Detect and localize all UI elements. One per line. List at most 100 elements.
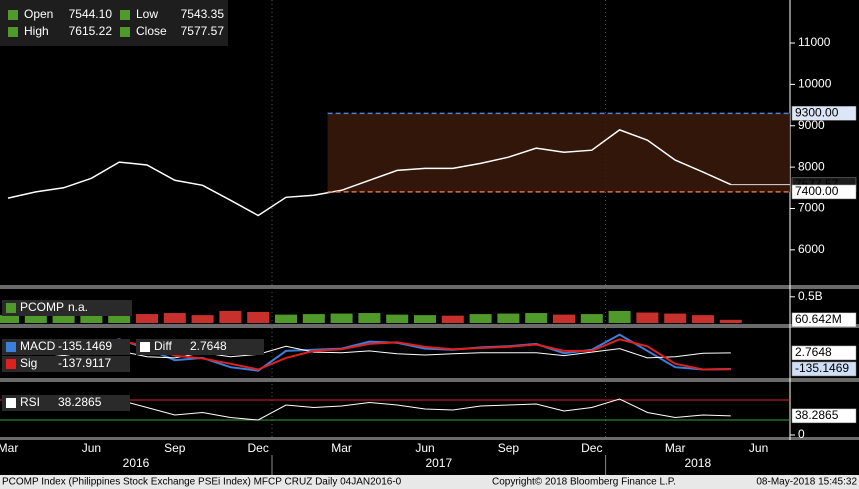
legend-name: MACD: [20, 339, 56, 353]
volume-bar: [163, 313, 186, 323]
value-tag: [791, 345, 857, 361]
y-tick-label: 0: [798, 427, 805, 441]
year-label: 2018: [684, 456, 711, 470]
volume-bar: [247, 312, 270, 323]
quote-swatch: [120, 10, 130, 20]
volume-bar: [664, 313, 687, 323]
x-tick-label: Jun: [749, 441, 768, 455]
volume-bar: [24, 313, 47, 323]
footer-left: PCOMP Index (Philippines Stock Exchange …: [2, 477, 402, 488]
volume-bar: [497, 313, 520, 323]
volume-bar: [330, 313, 353, 323]
x-tick-label: Dec: [581, 441, 602, 455]
volume-bar: [136, 314, 158, 323]
quote-value: 7544.10: [69, 7, 113, 21]
legend-status: n.a.: [68, 300, 88, 314]
quote-swatch: [120, 27, 130, 37]
volume-bar: [692, 315, 714, 323]
legend-bg: [2, 300, 132, 316]
value-tag: [791, 361, 857, 377]
legend-value: 38.2865: [58, 395, 102, 409]
value-tag: [791, 106, 857, 121]
legend-swatch: [6, 398, 16, 408]
volume-bar: [553, 314, 575, 323]
legend-bg: [2, 395, 130, 411]
legend-value: -135.1469: [58, 339, 112, 353]
volume-bar: [0, 315, 19, 323]
legend-name: Sig: [20, 356, 37, 370]
legend-swatch: [6, 303, 16, 313]
separator: [0, 324, 859, 328]
value-tag: [791, 312, 857, 328]
quote-label: Open: [24, 7, 53, 21]
separator: [0, 437, 859, 440]
quote-value: 7577.57: [181, 24, 225, 38]
y-tick-label: 10000: [798, 77, 832, 91]
y-tick-label: 7000: [798, 201, 825, 215]
legend-value: -137.9117: [58, 356, 111, 370]
legend-name: PCOMP: [20, 300, 64, 314]
y-tick-label: 9000: [798, 118, 825, 132]
x-tick-label: Dec: [248, 441, 269, 455]
volume-bar: [414, 315, 436, 323]
volume-bar: [469, 314, 492, 323]
volume-bar: [80, 312, 103, 323]
value-tag-label: 7400.00: [795, 184, 839, 198]
volume-bar: [525, 313, 548, 323]
value-tag-label: 38.2865: [795, 408, 839, 422]
quote-swatch: [8, 10, 18, 20]
value-tag: [791, 184, 857, 200]
volume-bar: [275, 314, 297, 323]
legend-bg: [136, 339, 264, 355]
x-tick-label: Sep: [498, 441, 520, 455]
footer-right: 08-May-2018 15:45:32: [756, 477, 857, 488]
legend-name: RSI: [20, 395, 40, 409]
value-tag-label: 9300.00: [795, 106, 839, 120]
quote-label: Close: [136, 24, 167, 38]
y-tick-label: 11000: [798, 35, 831, 49]
x-tick-label: Mar: [331, 441, 352, 455]
volume-bar: [302, 314, 325, 323]
footer-bar: [0, 475, 859, 489]
value-tag: [791, 408, 857, 424]
year-label: 2016: [123, 456, 150, 470]
volume-bar: [608, 310, 631, 323]
volume-bar: [719, 319, 742, 323]
x-tick-label: Jun: [415, 441, 434, 455]
volume-bar: [219, 310, 242, 323]
price-line: [7, 129, 732, 217]
x-tick-label: Jun: [82, 441, 101, 455]
value-tag-label: -135.1469: [795, 361, 849, 375]
legend-bg: [2, 356, 130, 372]
legend-bg: [2, 339, 130, 355]
volume-bar: [636, 312, 659, 323]
separator: [0, 378, 859, 382]
volume-bar: [580, 314, 603, 323]
x-tick-label: Mar: [665, 441, 686, 455]
y-tick-label: 0.5B: [798, 289, 823, 303]
separator: [0, 285, 859, 289]
quote-box: [0, 0, 228, 46]
volume-bar: [386, 314, 409, 323]
quote-label: Low: [136, 7, 158, 21]
volume-bar: [52, 315, 75, 323]
legend-swatch: [140, 342, 150, 352]
footer-center: Copyright© 2018 Bloomberg Finance L.P.: [492, 477, 676, 488]
legend-swatch: [6, 342, 16, 352]
volume-bar: [358, 313, 381, 323]
volume-bar: [441, 315, 464, 323]
quote-swatch: [8, 27, 18, 37]
quote-value: 7615.22: [69, 24, 113, 38]
year-label: 2017: [425, 456, 452, 470]
value-tag-label: 2.7648: [795, 345, 832, 359]
value-tag-label: 60.642M: [795, 312, 842, 326]
x-tick-label: Mar: [0, 441, 18, 455]
range-box: [327, 113, 790, 192]
y-tick-label: 6000: [798, 242, 825, 256]
quote-value: 7543.35: [181, 7, 225, 21]
volume-bar: [191, 315, 214, 323]
y-tick-label: 8000: [798, 159, 825, 173]
